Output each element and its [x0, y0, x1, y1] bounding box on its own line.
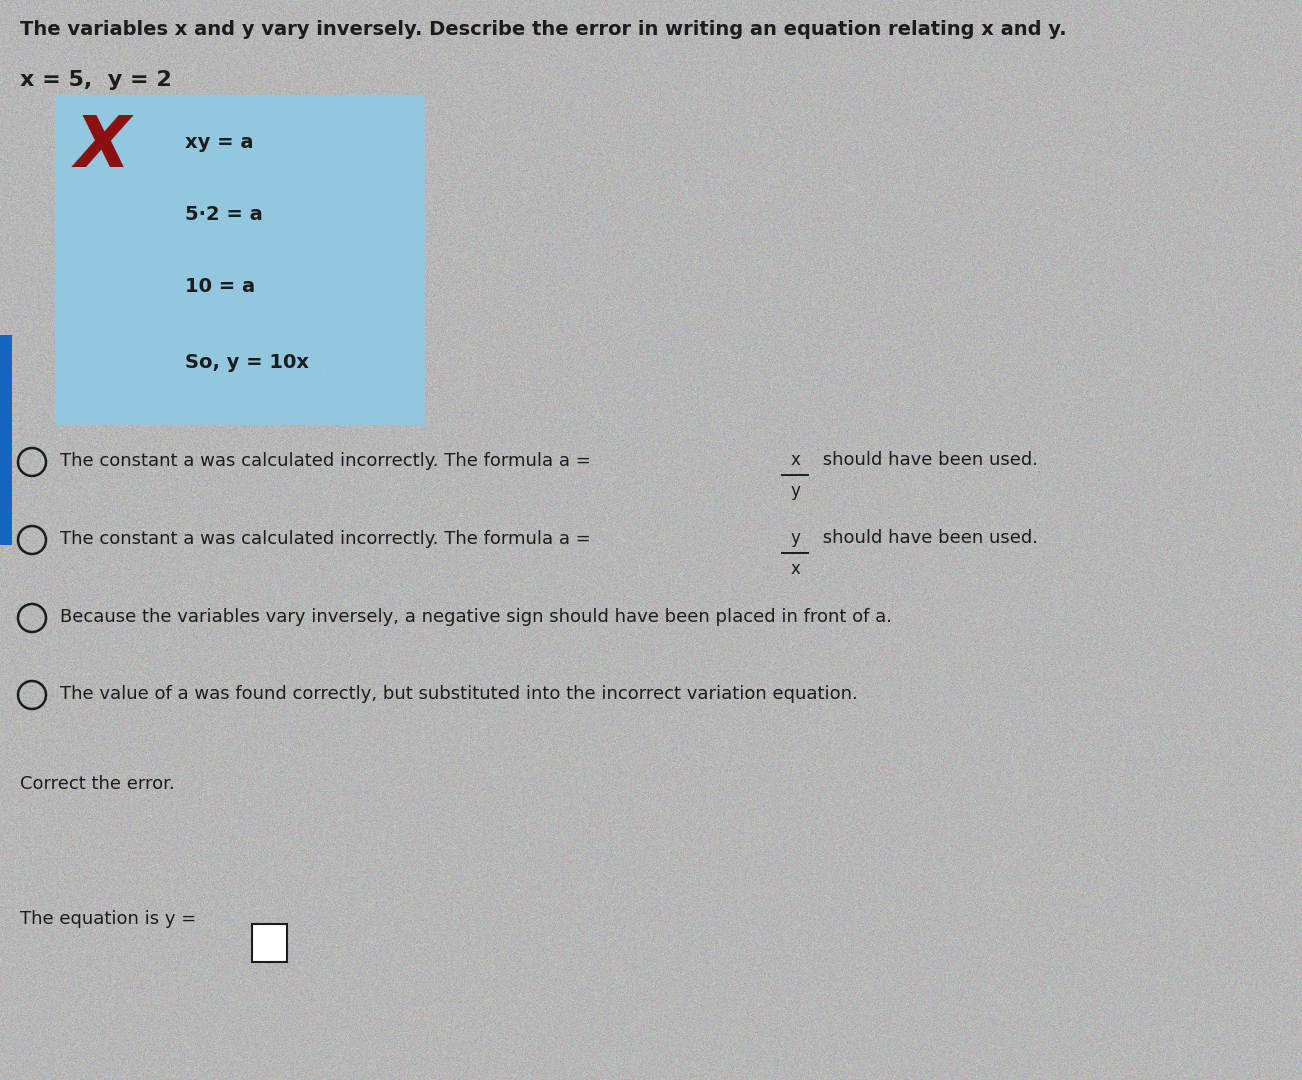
- Text: The variables x and y vary inversely. Describe the error in writing an equation : The variables x and y vary inversely. De…: [20, 21, 1066, 39]
- Text: x: x: [790, 561, 799, 578]
- Text: The equation is y =: The equation is y =: [20, 910, 197, 928]
- Text: Because the variables vary inversely, a negative sign should have been placed in: Because the variables vary inversely, a …: [60, 608, 892, 626]
- Text: So, y = 10x: So, y = 10x: [185, 353, 309, 372]
- Text: should have been used.: should have been used.: [816, 529, 1038, 546]
- Text: X: X: [76, 113, 130, 183]
- Text: x: x: [790, 451, 799, 469]
- Bar: [0, 335, 12, 545]
- Text: The value of a was found correctly, but substituted into the incorrect variation: The value of a was found correctly, but …: [60, 685, 858, 703]
- Text: 5·2 = a: 5·2 = a: [185, 205, 263, 224]
- Text: xy = a: xy = a: [185, 133, 254, 152]
- Text: 10 = a: 10 = a: [185, 276, 255, 296]
- Text: The constant a was calculated incorrectly. The formula a =: The constant a was calculated incorrectl…: [60, 453, 596, 470]
- Text: should have been used.: should have been used.: [816, 451, 1038, 469]
- Bar: [55, 95, 424, 426]
- Bar: [253, 924, 286, 962]
- Text: y: y: [790, 482, 799, 500]
- Text: y: y: [790, 529, 799, 546]
- Text: The constant a was calculated incorrectly. The formula a =: The constant a was calculated incorrectl…: [60, 530, 596, 548]
- Text: x = 5,  y = 2: x = 5, y = 2: [20, 70, 172, 90]
- Text: Correct the error.: Correct the error.: [20, 775, 174, 793]
